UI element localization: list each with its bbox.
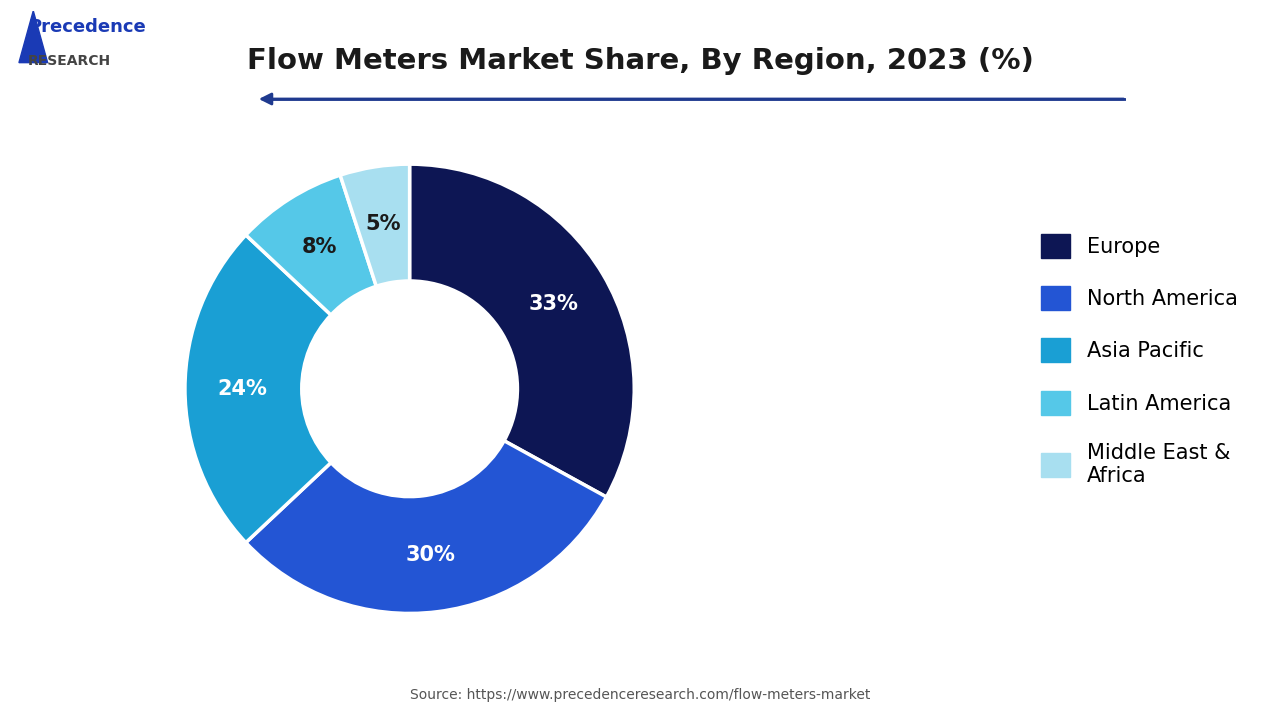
Text: 8%: 8% [302,238,338,258]
Text: RESEARCH: RESEARCH [28,54,111,68]
Wedge shape [246,175,376,315]
Text: 24%: 24% [218,379,268,399]
Polygon shape [19,11,47,63]
Wedge shape [246,441,607,613]
Text: 5%: 5% [366,214,401,233]
Text: Source: https://www.precedenceresearch.com/flow-meters-market: Source: https://www.precedenceresearch.c… [410,688,870,702]
Legend: Europe, North America, Asia Pacific, Latin America, Middle East &
Africa: Europe, North America, Asia Pacific, Lat… [1041,234,1238,486]
Text: Precedence: Precedence [28,18,146,36]
Text: 33%: 33% [529,294,579,314]
Wedge shape [410,164,634,497]
Text: Flow Meters Market Share, By Region, 2023 (%): Flow Meters Market Share, By Region, 202… [247,47,1033,75]
Wedge shape [340,164,410,287]
Wedge shape [186,235,332,543]
Text: 30%: 30% [406,545,456,564]
